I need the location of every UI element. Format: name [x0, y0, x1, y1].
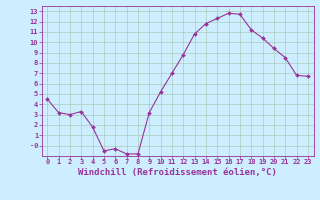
X-axis label: Windchill (Refroidissement éolien,°C): Windchill (Refroidissement éolien,°C) [78, 168, 277, 177]
